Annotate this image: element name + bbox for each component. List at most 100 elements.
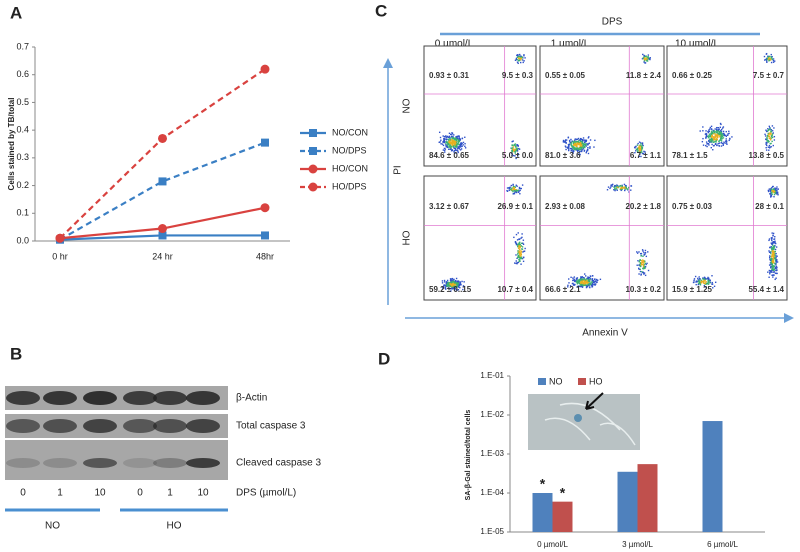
band-label: β-Actin (236, 393, 267, 404)
event-dot (582, 284, 584, 286)
event-dot (769, 262, 772, 264)
event-dot (452, 142, 454, 144)
event-dot (448, 288, 450, 290)
event-dot (693, 278, 696, 280)
event-dot (639, 148, 641, 150)
event-dot (582, 139, 584, 141)
event-dot (641, 58, 644, 60)
event-dot (579, 285, 582, 288)
event-dot (448, 146, 450, 148)
event-dot (438, 131, 441, 134)
event-dot (765, 141, 768, 144)
event-dot (593, 281, 596, 283)
event-dot (570, 141, 573, 143)
event-dot (515, 157, 517, 160)
event-dot (768, 135, 770, 138)
event-dot (776, 259, 778, 261)
event-dot (522, 251, 524, 253)
legend-label: NO (549, 376, 563, 386)
event-dot (720, 123, 722, 126)
event-dot (723, 133, 726, 136)
event-dot (576, 282, 579, 284)
event-dot (716, 144, 718, 147)
event-dot (714, 281, 717, 284)
event-dot (638, 147, 640, 149)
event-dot (770, 195, 773, 197)
event-dot (575, 148, 577, 151)
event-dot (643, 61, 645, 63)
event-dot (456, 281, 459, 283)
event-dot (697, 282, 700, 284)
event-dot (562, 141, 565, 143)
y-tick-label: 1.E-04 (480, 488, 504, 497)
event-dot (646, 262, 648, 265)
event-dot (645, 263, 647, 266)
event-dot (771, 238, 773, 240)
event-dot (772, 276, 774, 278)
event-dot (454, 146, 457, 148)
event-dot (609, 187, 611, 190)
event-dot (575, 149, 578, 151)
event-dot (510, 152, 513, 154)
event-dot (509, 186, 511, 188)
event-dot (719, 122, 722, 125)
event-dot (642, 53, 644, 56)
event-dot (769, 258, 771, 260)
event-dot (720, 140, 723, 142)
lane-label: 1 (167, 488, 173, 499)
legend-label: HO/DPS (332, 181, 367, 191)
event-dot (451, 142, 453, 145)
event-dot (647, 269, 650, 272)
event-dot (616, 186, 618, 189)
event-dot (573, 279, 576, 281)
event-dot (589, 275, 592, 278)
event-dot (460, 148, 463, 150)
event-dot (453, 282, 455, 284)
event-dot (765, 143, 767, 146)
event-dot (641, 152, 644, 155)
event-dot (772, 58, 775, 60)
event-dot (774, 254, 776, 256)
lane-label: 10 (197, 488, 209, 499)
event-dot (512, 189, 514, 192)
event-dot (770, 271, 772, 273)
event-dot (519, 61, 522, 64)
event-dot (579, 139, 581, 141)
event-dot (506, 189, 508, 192)
event-dot (772, 268, 774, 271)
event-dot (577, 137, 580, 140)
event-dot (700, 279, 703, 282)
event-dot (705, 132, 707, 135)
event-dot (693, 281, 695, 283)
event-dot (515, 57, 518, 60)
event-dot (452, 137, 455, 139)
event-dot (573, 150, 575, 152)
event-dot (767, 55, 769, 57)
event-dot (641, 147, 644, 149)
event-dot (610, 184, 612, 186)
event-dot (446, 283, 449, 285)
marker (309, 129, 317, 137)
event-dot (450, 139, 452, 141)
legend-label: HO/CON (332, 163, 368, 173)
event-dot (636, 264, 638, 266)
event-dot (448, 285, 451, 287)
event-dot (771, 186, 773, 189)
event-dot (583, 139, 586, 141)
event-dot (454, 287, 457, 289)
event-dot (522, 61, 524, 64)
event-dot (638, 151, 640, 154)
event-dot (581, 286, 584, 288)
event-dot (593, 284, 595, 286)
event-dot (711, 140, 713, 142)
event-dot (587, 144, 589, 146)
event-dot (581, 145, 583, 147)
event-dot (615, 185, 618, 187)
event-dot (517, 55, 519, 58)
event-dot (712, 141, 715, 143)
event-dot (770, 188, 773, 190)
event-dot (567, 149, 570, 152)
event-dot (455, 277, 458, 280)
event-dot (580, 278, 582, 280)
event-dot (642, 271, 644, 273)
